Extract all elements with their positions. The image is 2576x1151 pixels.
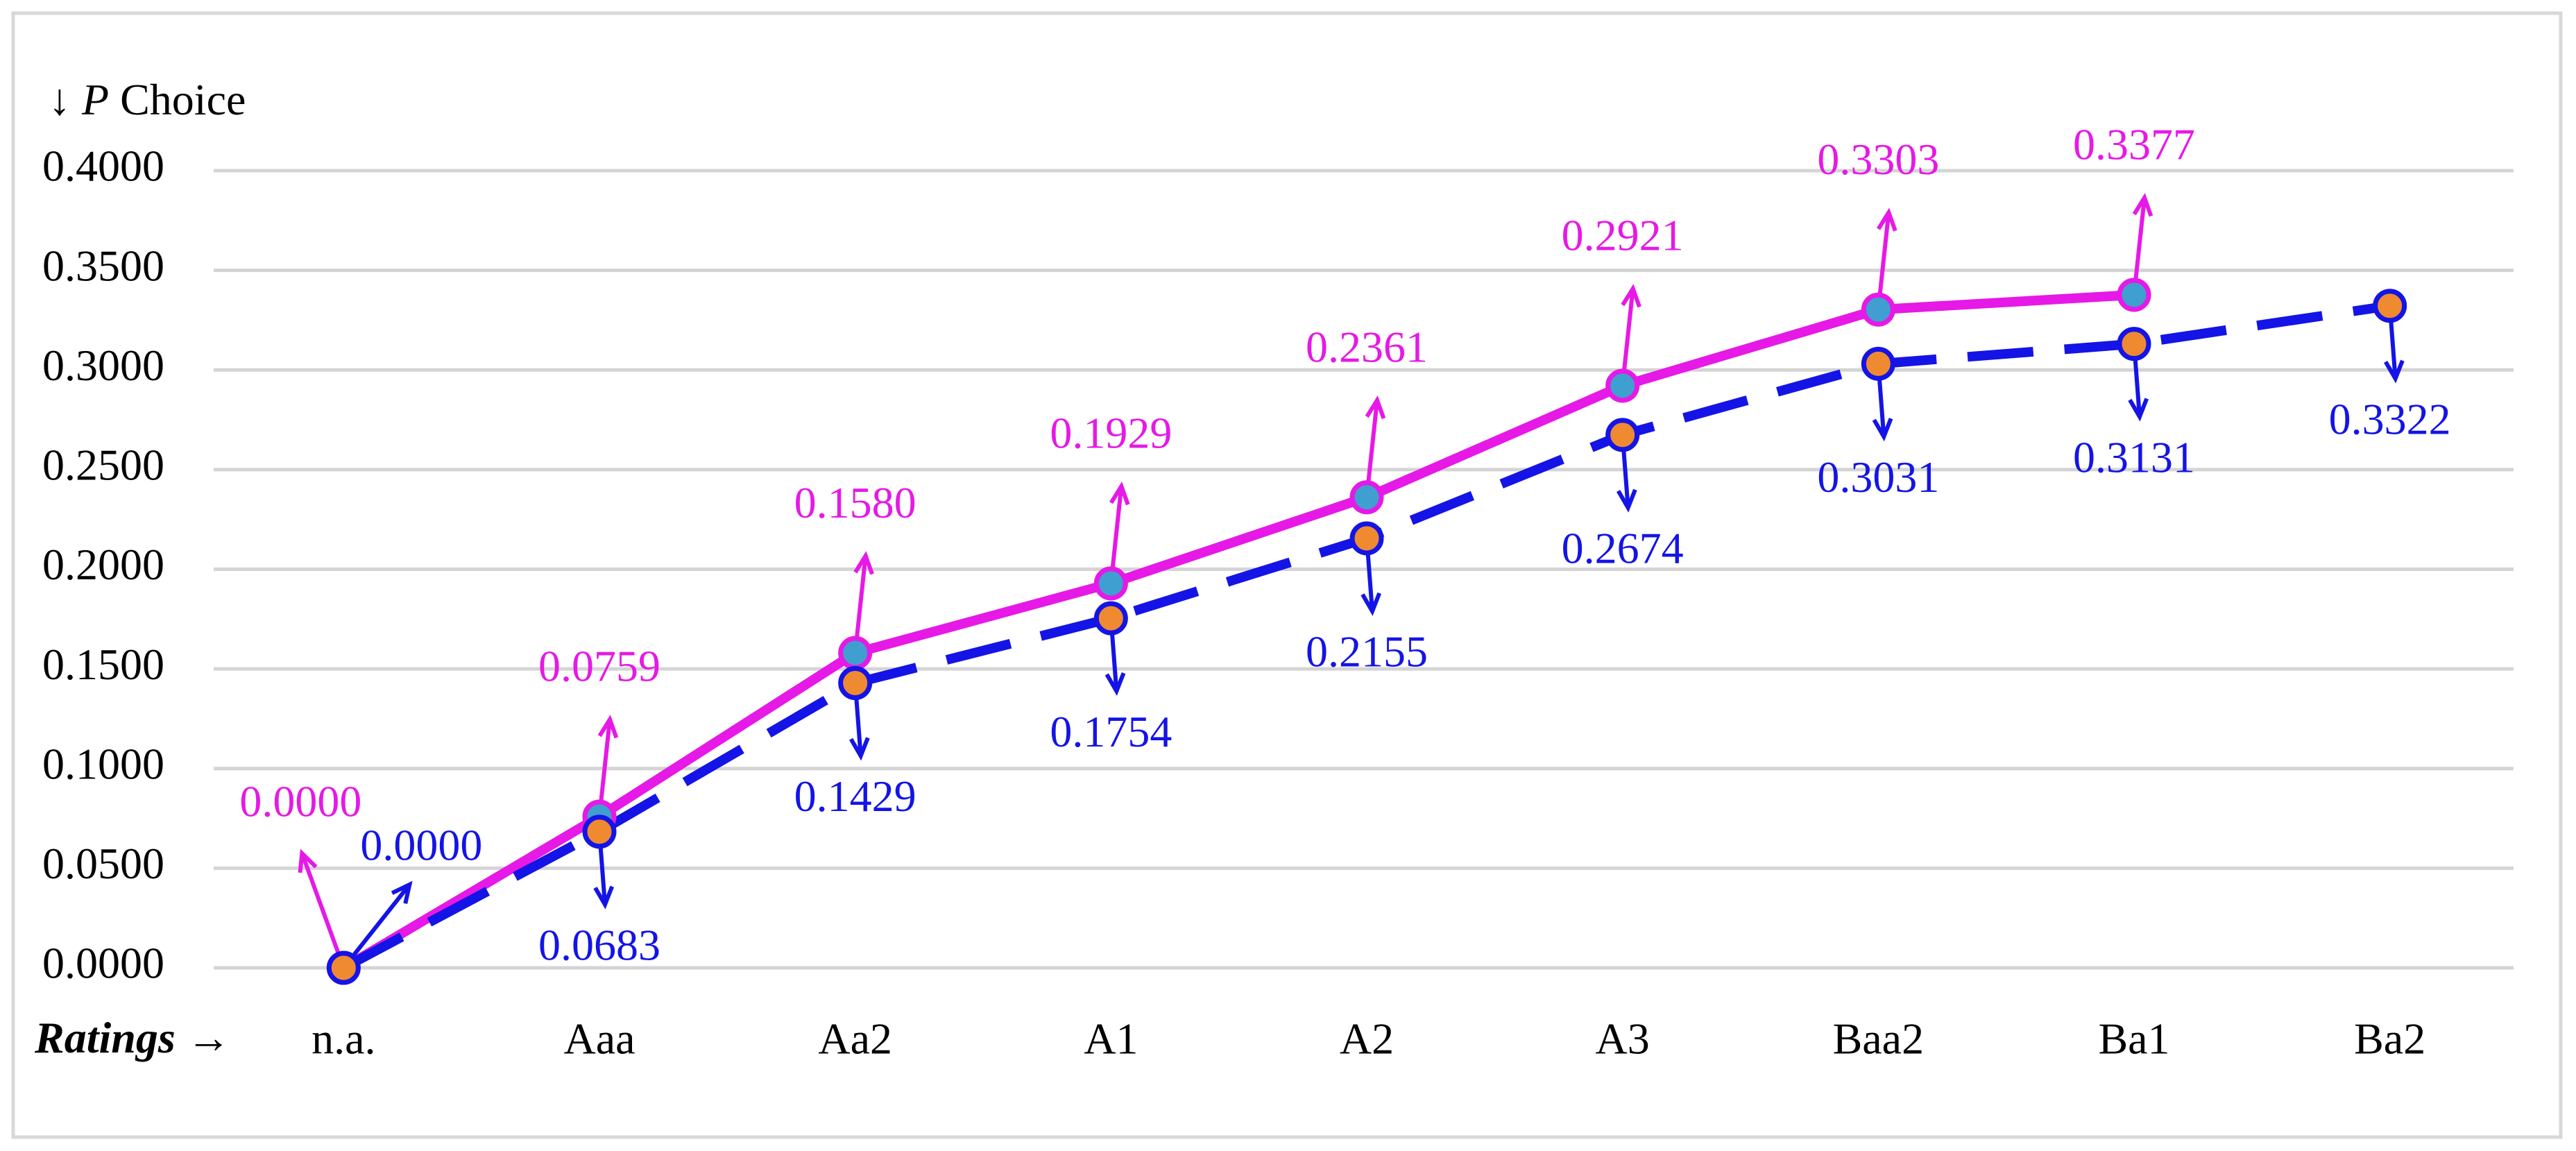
y-tick-label: 0.0000 <box>42 939 164 988</box>
marker <box>1605 418 1640 452</box>
marker <box>1605 368 1640 403</box>
arrow-head <box>2128 398 2149 422</box>
y-label-symbol: P <box>81 75 109 124</box>
value-label: 0.0759 <box>538 642 660 691</box>
y-label-arrow: ↓ <box>49 75 71 124</box>
arrow-head <box>1365 395 1386 420</box>
plot: 0.0000 0.0500 0.1000 0.1500 0.2000 0.2500 0.30… <box>42 120 2514 1064</box>
marker <box>326 950 361 985</box>
value-label: 0.1580 <box>794 478 916 527</box>
value-label: 0.3131 <box>2073 432 2195 481</box>
y-tick-label: 0.3500 <box>42 241 164 290</box>
value-label: 0.0000 <box>360 821 482 870</box>
value-label: 0.0000 <box>239 777 361 826</box>
x-label-text: Ratings <box>34 1013 176 1062</box>
x-tick-label: n.a. <box>312 1014 375 1064</box>
marker <box>1349 480 1384 515</box>
y-tick-label: 0.4000 <box>42 142 164 191</box>
value-label: 0.0683 <box>538 920 660 969</box>
annotation-arrow <box>300 852 346 969</box>
arrow-head <box>849 737 870 761</box>
arrow-head <box>593 885 615 910</box>
x-tick-label: Ba1 <box>2098 1014 2169 1064</box>
marker <box>582 815 617 849</box>
x-tick-label: A1 <box>1084 1014 1138 1064</box>
arrow-head <box>1617 488 1637 513</box>
y-tick-label: 0.0500 <box>42 839 164 888</box>
value-label: 0.1929 <box>1050 409 1172 458</box>
value-label: 0.3031 <box>1817 452 1939 502</box>
value-label: 0.3303 <box>1817 135 1939 184</box>
value-label: 0.1754 <box>1050 707 1172 756</box>
marker <box>2117 327 2151 361</box>
value-label: 0.3377 <box>2073 120 2195 169</box>
arrow-head <box>1621 284 1641 308</box>
x-tick-label: Aa2 <box>818 1014 892 1064</box>
x-tick-label: Ba2 <box>2354 1014 2425 1064</box>
chart-frame <box>11 11 2563 1139</box>
arrow-head <box>391 880 413 904</box>
value-label: 0.3322 <box>2329 394 2451 443</box>
y-tick-label: 0.1000 <box>42 739 164 788</box>
marker <box>838 636 873 670</box>
x-tick-label: Aaa <box>563 1014 635 1064</box>
arrow-head <box>1872 418 1893 442</box>
series-line <box>341 289 2135 973</box>
marker <box>1861 292 1895 327</box>
arrow-head <box>298 849 318 873</box>
y-tick-label: 0.1500 <box>42 640 164 689</box>
marker <box>2117 278 2151 312</box>
arrow-head <box>1104 672 1126 697</box>
y-label-text: Choice <box>120 75 246 124</box>
value-label: 0.2921 <box>1562 211 1684 260</box>
x-tick-label: A3 <box>1596 1014 1650 1064</box>
value-label: 0.2155 <box>1306 627 1428 676</box>
arrow-head <box>1876 207 1897 232</box>
arrow-head <box>2132 193 2153 217</box>
marker <box>2373 289 2407 323</box>
y-tick-label: 0.2500 <box>42 441 164 490</box>
y-tick-label: 0.3000 <box>42 341 164 390</box>
marker <box>1093 601 1128 636</box>
marker <box>1861 346 1895 381</box>
arrow-head <box>1360 592 1382 616</box>
x-tick-label: A2 <box>1340 1014 1394 1064</box>
arrow-head <box>853 551 874 575</box>
y-tick-label: 0.2000 <box>42 540 164 589</box>
value-label: 0.2361 <box>1306 322 1428 371</box>
arrow-head <box>2384 359 2405 384</box>
value-label: 0.1429 <box>794 771 916 821</box>
marker <box>1349 521 1384 556</box>
arrow-head <box>1109 481 1130 506</box>
marker <box>1093 566 1128 601</box>
marker <box>838 666 873 701</box>
value-label: 0.2674 <box>1562 524 1684 573</box>
arrow-head <box>597 715 619 739</box>
x-tick-label: Baa2 <box>1833 1014 1925 1064</box>
x-label-arrow: → <box>187 1013 231 1062</box>
y-axis-label: ↓ P Choice <box>49 75 246 124</box>
x-axis-label: Ratings → <box>34 1013 231 1062</box>
annotation-arrow <box>341 883 411 969</box>
